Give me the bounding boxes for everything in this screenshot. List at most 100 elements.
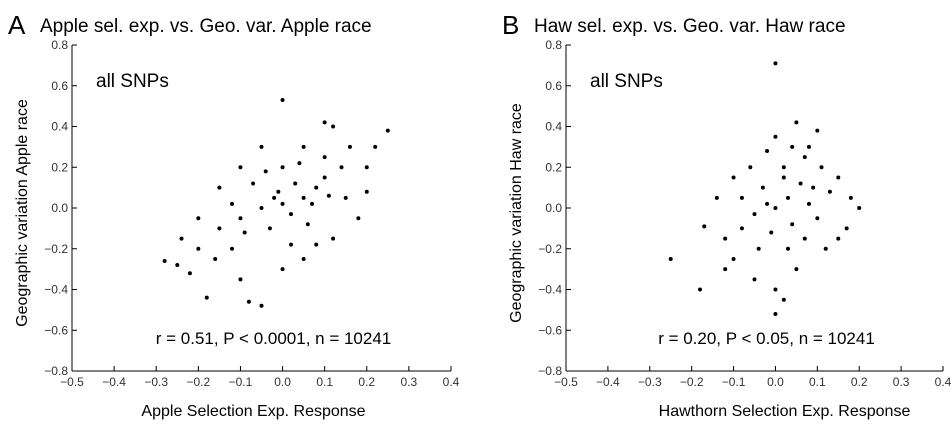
point [765, 201, 770, 206]
point [802, 236, 807, 241]
x-tick-label: −0.3 [144, 375, 168, 389]
point [246, 299, 251, 304]
point [739, 226, 744, 231]
point [815, 216, 820, 221]
point [314, 242, 319, 247]
point [301, 195, 306, 200]
point [731, 175, 736, 180]
x-tick-label: 0.0 [274, 375, 291, 389]
point [230, 246, 235, 251]
point [781, 165, 786, 170]
point [798, 181, 803, 186]
y-tick-label: 0.0 [51, 201, 68, 215]
y-tick-label: 0.0 [545, 201, 562, 215]
point [259, 303, 264, 308]
point [790, 222, 795, 227]
point [815, 128, 820, 133]
point [811, 185, 816, 190]
y-tick-label: −0.6 [538, 323, 562, 337]
point [723, 236, 728, 241]
point [196, 216, 201, 221]
point [267, 226, 272, 231]
point [802, 155, 807, 160]
point [806, 144, 811, 149]
x-tick-label: 0.4 [935, 375, 952, 389]
x-axis-label: Hawthorn Selection Exp. Response [659, 403, 911, 420]
point [343, 195, 348, 200]
y-tick-label: 0.4 [545, 120, 562, 134]
point [823, 246, 828, 251]
point [179, 236, 184, 241]
point [781, 175, 786, 180]
point [238, 165, 243, 170]
point [259, 144, 264, 149]
annotation: r = 0.20, P < 0.05, n = 10241 [658, 329, 875, 348]
annotation: r = 0.51, P < 0.0001, n = 10241 [156, 329, 392, 348]
point [314, 185, 319, 190]
point [848, 195, 853, 200]
y-tick-label: −0.2 [44, 242, 68, 256]
y-tick-label: −0.4 [44, 283, 68, 297]
x-tick-label: −0.3 [638, 375, 662, 389]
x-tick-label: −0.5 [554, 375, 578, 389]
y-axis-label: Geographic variation Haw race [508, 103, 525, 323]
y-tick-label: 0.6 [545, 79, 562, 93]
point [806, 201, 811, 206]
point [347, 144, 352, 149]
point [217, 226, 222, 231]
panel-label: B [502, 10, 519, 40]
point [238, 277, 243, 282]
x-tick-label: −0.4 [596, 375, 620, 389]
x-tick-label: −0.5 [60, 375, 84, 389]
x-tick-label: 0.2 [851, 375, 868, 389]
inset-label: all SNPs [96, 71, 169, 92]
point [827, 189, 832, 194]
point [723, 267, 728, 272]
y-tick-label: 0.8 [51, 38, 68, 52]
point [263, 169, 268, 174]
point [276, 189, 281, 194]
point [760, 185, 765, 190]
point [773, 311, 778, 316]
y-tick-label: 0.2 [51, 160, 68, 174]
point [204, 295, 209, 300]
point [769, 230, 774, 235]
chart-title: Haw sel. exp. vs. Geo. var. Haw race [534, 16, 846, 37]
point [731, 256, 736, 261]
x-tick-label: 0.3 [401, 375, 418, 389]
y-tick-label: −0.2 [538, 242, 562, 256]
point [322, 155, 327, 160]
point [331, 124, 336, 129]
x-tick-label: 0.4 [443, 375, 460, 389]
point [786, 195, 791, 200]
point [819, 165, 824, 170]
y-tick-label: 0.6 [51, 79, 68, 93]
y-axis-label: Geographic variation Apple race [14, 99, 31, 327]
point [794, 267, 799, 272]
point [280, 165, 285, 170]
point [301, 256, 306, 261]
point [280, 201, 285, 206]
point [242, 230, 247, 235]
point [331, 236, 336, 241]
point [217, 185, 222, 190]
point [322, 175, 327, 180]
point [293, 181, 298, 186]
point [781, 297, 786, 302]
point [301, 144, 306, 149]
point [836, 175, 841, 180]
y-tick-label: −0.8 [44, 364, 68, 378]
point [857, 206, 862, 210]
point [668, 256, 673, 261]
x-tick-label: −0.1 [722, 375, 746, 389]
point [280, 98, 285, 103]
point [238, 216, 243, 221]
point [752, 212, 757, 217]
point [310, 201, 315, 206]
point [756, 246, 761, 251]
point [752, 277, 757, 282]
y-tick-label: 0.4 [51, 120, 68, 134]
point [765, 148, 770, 153]
y-tick-label: 0.2 [545, 160, 562, 174]
point [339, 165, 344, 170]
